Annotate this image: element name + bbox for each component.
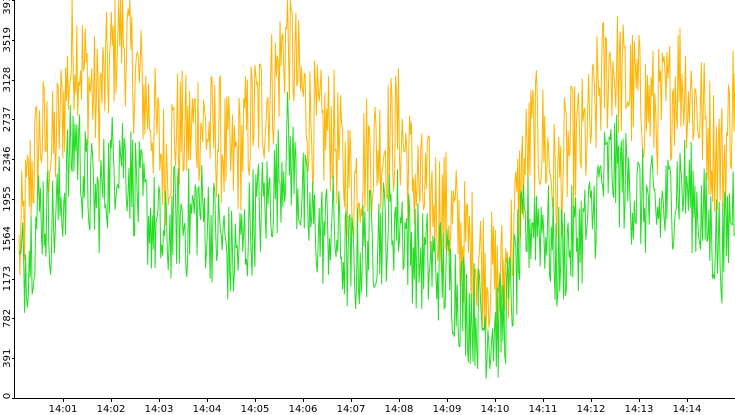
x-tick-label: 14:05 <box>241 404 270 415</box>
x-tick-label: 14:09 <box>433 404 462 415</box>
x-tick-label: 14:02 <box>97 404 126 415</box>
series-line-2 <box>18 91 735 379</box>
y-tick-label: 3128 <box>2 67 13 92</box>
y-tick-label: 391 <box>2 349 13 368</box>
x-tick-label: 14:10 <box>481 404 510 415</box>
y-tick-label: 1955 <box>2 186 13 211</box>
y-tick-label: 1173 <box>2 266 13 291</box>
x-tick-label: 14:12 <box>577 404 606 415</box>
x-tick-label: 14:14 <box>673 404 702 415</box>
x-tick-label: 14:06 <box>289 404 318 415</box>
x-tick-label: 14:11 <box>529 404 558 415</box>
x-tick-label: 14:03 <box>145 404 174 415</box>
x-tick-label: 14:04 <box>193 404 222 415</box>
series-layer <box>18 0 735 379</box>
y-tick-label: 3910 <box>2 0 13 15</box>
y-tick-label: 782 <box>2 309 13 328</box>
x-tick-label: 14:08 <box>385 404 414 415</box>
y-tick-label: 0 <box>2 393 13 399</box>
y-tick-label: 2737 <box>2 107 13 132</box>
x-tick-label: 14:01 <box>49 404 78 415</box>
x-tick-label: 14:13 <box>625 404 654 415</box>
y-tick-label: 3519 <box>2 27 13 52</box>
y-tick-layer: 0 391 782 1173 1564 1955 2346 2737 3128 3519 3910 <box>2 0 15 399</box>
x-tick-layer: 14:01 14:02 14:03 14:04 14:05 14:06 14:07 14:08… <box>49 398 702 415</box>
y-tick-label: 1564 <box>2 226 13 251</box>
y-tick-label: 2346 <box>2 146 13 171</box>
series-line-1 <box>18 0 735 338</box>
x-tick-label: 14:07 <box>337 404 366 415</box>
axis-layer <box>14 0 735 399</box>
